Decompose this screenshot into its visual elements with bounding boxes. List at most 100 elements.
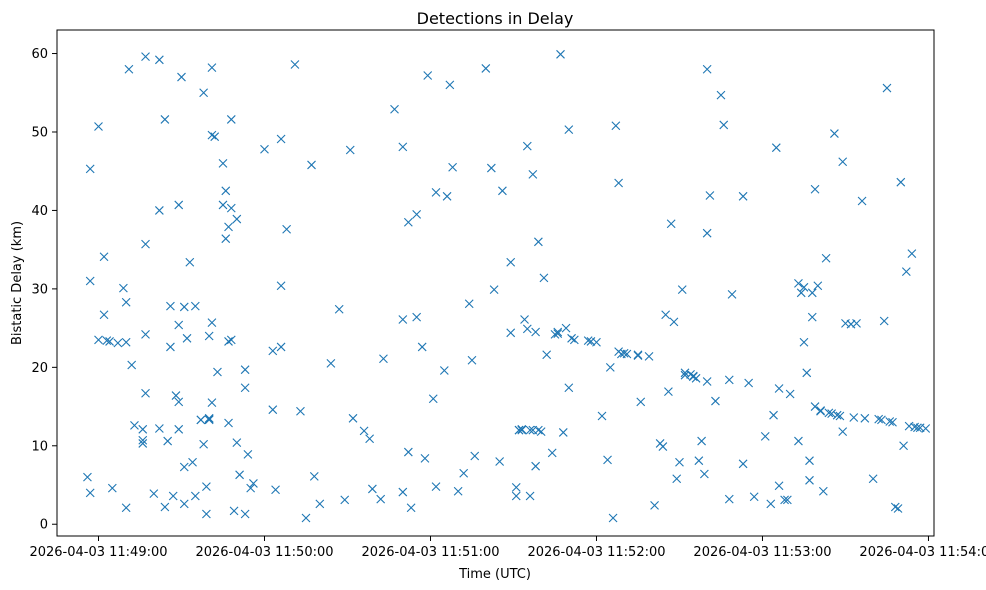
data-point <box>107 483 117 493</box>
data-point <box>141 239 150 249</box>
data-point <box>403 217 413 227</box>
data-point <box>794 279 803 288</box>
data-point <box>345 145 355 155</box>
data-point <box>174 424 184 434</box>
data-point <box>556 49 565 59</box>
data-point <box>420 453 430 463</box>
data-point <box>204 414 214 424</box>
data-point <box>340 495 350 505</box>
data-point <box>511 482 521 492</box>
data-point <box>528 169 538 179</box>
data-point <box>102 336 112 346</box>
data-point <box>221 234 231 244</box>
data-point <box>913 423 922 433</box>
data-point <box>533 237 543 247</box>
data-point <box>694 456 704 466</box>
data-point <box>417 342 427 352</box>
data-point <box>511 491 521 501</box>
data-point <box>885 417 895 426</box>
data-point <box>163 436 173 446</box>
y-axis-title: Bistatic Delay (km) <box>10 221 25 345</box>
data-point <box>888 417 897 427</box>
data-point <box>514 425 524 435</box>
data-point <box>154 424 164 433</box>
data-point <box>290 60 300 69</box>
data-point <box>799 282 809 292</box>
data-point <box>489 285 499 295</box>
data-point <box>608 513 618 523</box>
x-tick-label: 2026-04-03 11:53:00 <box>693 545 831 560</box>
data-point <box>398 315 408 324</box>
data-point <box>202 509 211 519</box>
data-point <box>121 503 131 513</box>
y-tick-label: 0 <box>40 518 48 533</box>
data-point <box>246 483 256 493</box>
y-tick-label: 30 <box>31 282 48 297</box>
data-point <box>818 486 828 496</box>
data-point <box>799 337 809 347</box>
data-point <box>179 302 189 312</box>
data-point <box>154 206 164 215</box>
data-point <box>185 257 195 267</box>
data-point <box>724 375 734 385</box>
data-point <box>680 368 690 378</box>
data-point <box>453 486 463 496</box>
x-tick-label: 2026-04-03 11:50:00 <box>195 545 333 560</box>
data-point <box>307 160 316 170</box>
data-point <box>724 494 734 504</box>
data-point <box>633 350 643 360</box>
data-point <box>711 396 720 406</box>
data-point <box>296 406 305 416</box>
data-point <box>268 405 278 415</box>
data-point <box>821 253 831 263</box>
data-point <box>240 383 250 393</box>
data-point <box>860 413 870 423</box>
data-point <box>367 484 377 494</box>
data-point <box>539 273 549 283</box>
data-point <box>824 408 834 418</box>
data-point <box>240 509 250 519</box>
data-point <box>802 368 812 378</box>
data-point <box>517 425 527 435</box>
data-point <box>390 104 399 114</box>
data-point <box>121 337 131 347</box>
x-tick-label: 2026-04-03 11:49:00 <box>29 545 167 560</box>
data-point <box>376 494 386 504</box>
data-point <box>672 474 682 484</box>
data-point <box>907 249 917 258</box>
data-point <box>459 468 469 478</box>
data-point <box>677 285 687 295</box>
data-point <box>365 434 375 444</box>
data-point <box>190 301 200 311</box>
data-point <box>232 438 242 448</box>
data-point <box>813 281 823 291</box>
data-point <box>130 420 139 430</box>
data-point <box>506 257 516 267</box>
data-point <box>221 186 231 196</box>
data-point <box>166 301 175 311</box>
data-point <box>174 320 184 330</box>
data-point <box>160 502 170 512</box>
x-tick-label: 2026-04-03 11:52:00 <box>527 545 665 560</box>
data-point <box>622 349 632 359</box>
data-point <box>547 448 557 458</box>
data-point <box>760 431 770 441</box>
data-point <box>531 461 541 471</box>
data-point <box>874 414 884 424</box>
data-point <box>439 366 449 375</box>
data-point <box>154 55 164 65</box>
data-point <box>805 456 814 466</box>
data-point <box>282 224 292 234</box>
data-point <box>138 435 148 445</box>
data-point <box>807 312 817 322</box>
data-point <box>119 283 128 293</box>
data-point <box>827 409 837 419</box>
data-point <box>780 495 789 505</box>
data-point <box>224 222 233 232</box>
data-point <box>406 503 416 513</box>
y-tick-label: 60 <box>31 47 48 62</box>
data-point <box>179 499 189 509</box>
data-point <box>423 71 433 80</box>
data-point <box>619 348 629 358</box>
data-point <box>99 310 109 320</box>
